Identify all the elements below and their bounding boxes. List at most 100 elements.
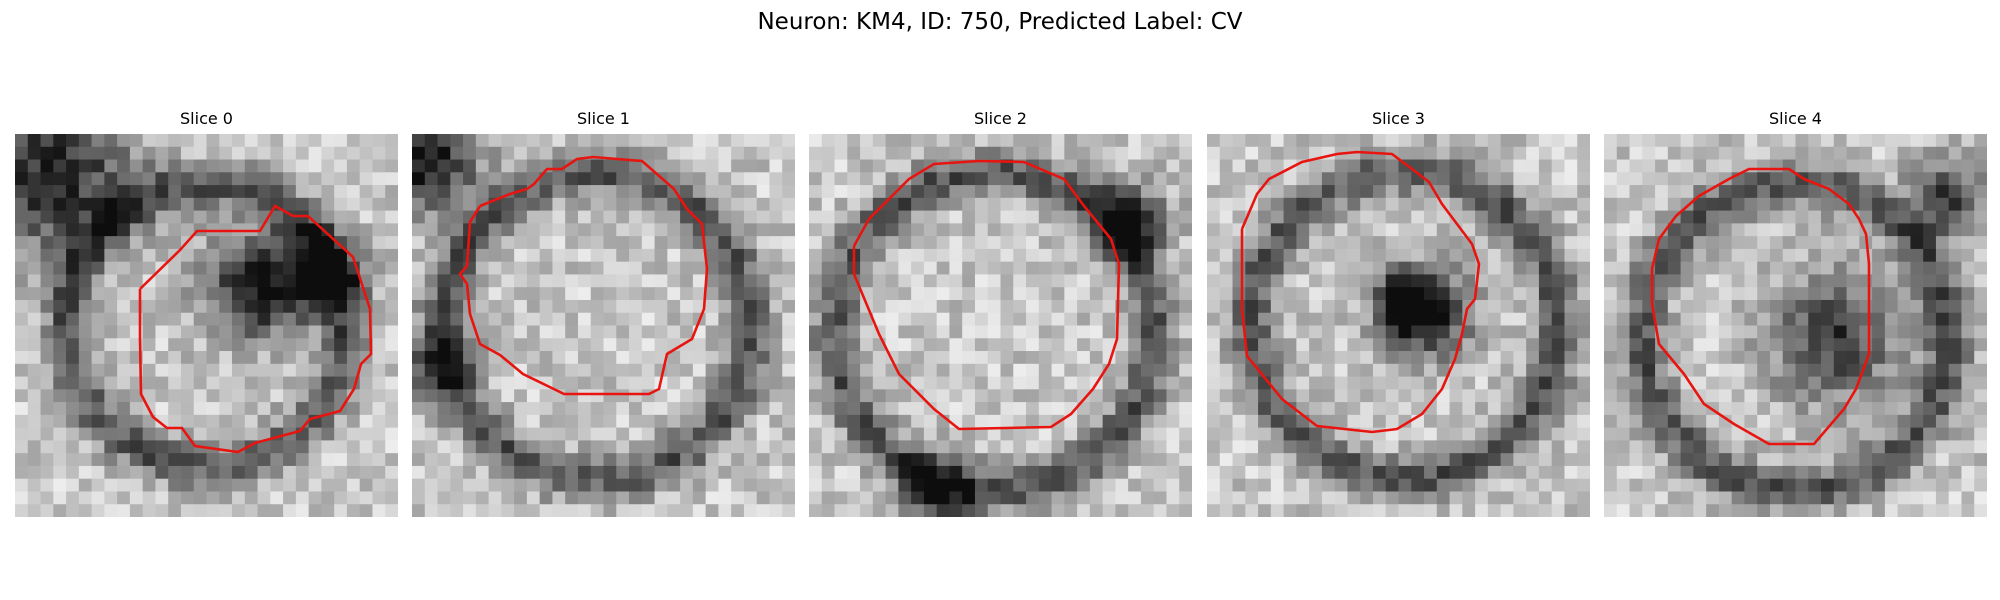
- pixel: [1935, 146, 1950, 161]
- pixel: [1077, 134, 1091, 148]
- pixel: [987, 427, 1001, 441]
- pixel: [244, 465, 259, 480]
- pixel: [1245, 427, 1259, 441]
- pixel: [1782, 325, 1796, 339]
- pixel: [168, 159, 182, 173]
- pixel: [962, 223, 976, 237]
- pixel: [974, 197, 989, 212]
- pixel: [872, 402, 887, 416]
- segmentation-contour-1: [458, 155, 709, 396]
- pixel: [206, 274, 220, 288]
- pixel: [1102, 197, 1116, 212]
- pixel: [1577, 299, 1590, 314]
- pixel: [1000, 338, 1014, 352]
- pixel: [654, 210, 668, 224]
- pixel: [437, 312, 451, 326]
- pixel: [1706, 351, 1720, 365]
- pixel: [1667, 440, 1682, 454]
- pixel: [1140, 427, 1155, 441]
- pixel: [1706, 312, 1720, 326]
- pixel: [1884, 453, 1899, 467]
- pixel: [155, 338, 169, 352]
- pixel: [1372, 274, 1387, 288]
- pixel: [1718, 338, 1733, 352]
- pixel: [1115, 236, 1129, 250]
- pixel: [78, 414, 93, 429]
- pixel: [270, 325, 284, 339]
- pixel: [1731, 197, 1745, 212]
- pixel: [321, 287, 335, 301]
- pixel: [949, 504, 963, 517]
- pixel: [898, 478, 912, 492]
- pixel: [1846, 287, 1860, 301]
- pixel: [1974, 248, 1987, 263]
- pixel: [1026, 504, 1040, 517]
- pixel: [565, 363, 579, 378]
- pixel: [1513, 134, 1527, 148]
- pixel: [1833, 325, 1848, 339]
- pixel: [53, 376, 67, 390]
- pixel: [104, 312, 118, 326]
- pixel: [1526, 312, 1540, 326]
- pixel: [78, 134, 93, 148]
- pixel: [1577, 389, 1590, 403]
- pixel: [1551, 223, 1565, 237]
- pixel: [834, 299, 848, 314]
- pixel: [1360, 427, 1374, 441]
- pixel: [923, 146, 938, 161]
- pixel: [1782, 402, 1796, 416]
- pixel: [1821, 134, 1835, 148]
- pixel: [1859, 134, 1873, 148]
- pixel: [911, 261, 925, 275]
- pixel: [1487, 453, 1502, 467]
- pixel: [1513, 299, 1527, 314]
- pixel: [1833, 389, 1848, 403]
- pixel: [1859, 427, 1873, 441]
- pixel: [232, 389, 246, 403]
- pixel: [1424, 146, 1438, 161]
- pixel: [168, 146, 182, 161]
- pixel: [1026, 210, 1040, 224]
- pixel: [1128, 312, 1142, 326]
- pixel: [1449, 312, 1463, 326]
- pixel: [654, 440, 668, 454]
- pixel: [1500, 351, 1514, 365]
- pixel: [155, 325, 169, 339]
- pixel: [1961, 363, 1975, 378]
- pixel: [1655, 427, 1669, 441]
- pixel: [1258, 465, 1272, 480]
- pixel: [1846, 453, 1860, 467]
- pixel: [1923, 287, 1937, 301]
- pixel: [1283, 504, 1297, 517]
- pixel: [180, 325, 195, 339]
- pixel: [1398, 427, 1412, 441]
- slice-image-3: [1207, 134, 1590, 517]
- pixel: [1693, 325, 1707, 339]
- pixel: [1872, 363, 1886, 378]
- pixel: [1283, 261, 1297, 275]
- pixel: [1462, 274, 1476, 288]
- pixel: [1077, 185, 1091, 199]
- pixel: [475, 351, 490, 365]
- pixel: [885, 504, 899, 517]
- pixel: [1935, 414, 1950, 429]
- pixel: [437, 338, 451, 352]
- pixel: [769, 236, 783, 250]
- pixel: [847, 185, 861, 199]
- pixel: [872, 376, 887, 390]
- pixel: [1207, 236, 1221, 250]
- pixel: [53, 172, 67, 186]
- pixel: [872, 440, 887, 454]
- pixel: [641, 172, 656, 186]
- pixel: [1564, 376, 1578, 390]
- pixel: [809, 185, 823, 199]
- pixel: [193, 197, 207, 212]
- pixel: [1948, 210, 1962, 224]
- pixel: [412, 491, 426, 505]
- pixel: [654, 338, 668, 352]
- pixel: [1833, 440, 1848, 454]
- slice-image-4: [1604, 134, 1987, 517]
- pixel: [1808, 478, 1822, 492]
- pixel: [1321, 491, 1336, 505]
- pixel: [769, 376, 783, 390]
